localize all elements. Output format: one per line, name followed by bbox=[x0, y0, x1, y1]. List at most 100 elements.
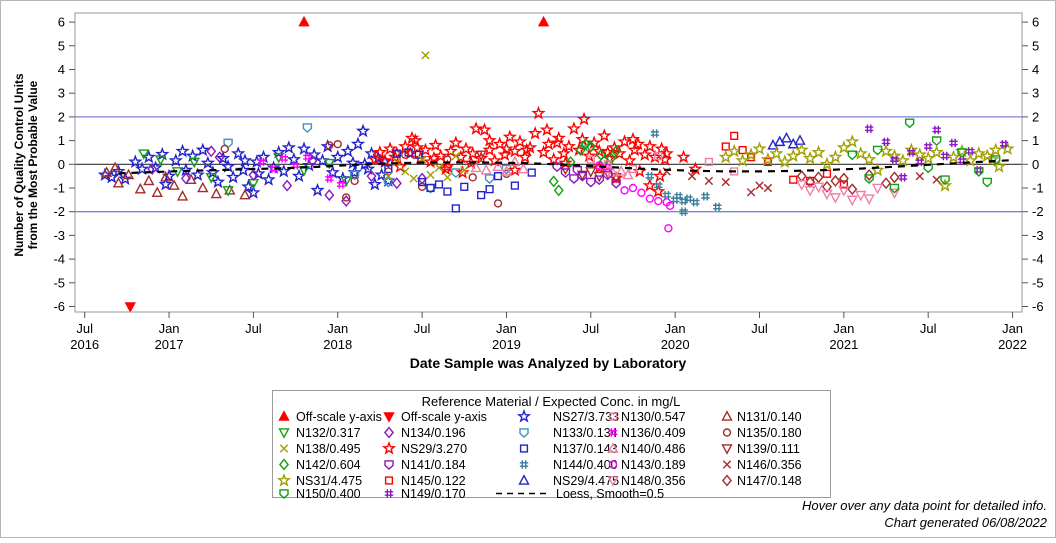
data-point[interactable] bbox=[458, 141, 474, 155]
data-point[interactable] bbox=[940, 175, 950, 186]
data-point[interactable] bbox=[220, 144, 229, 154]
data-point[interactable] bbox=[512, 134, 528, 148]
data-point[interactable] bbox=[423, 154, 438, 169]
data-point[interactable] bbox=[575, 144, 586, 157]
data-point[interactable] bbox=[855, 190, 867, 202]
data-point[interactable] bbox=[536, 144, 551, 159]
data-point[interactable] bbox=[475, 150, 487, 162]
data-point[interactable] bbox=[434, 180, 444, 189]
data-point[interactable] bbox=[443, 143, 458, 158]
data-point[interactable] bbox=[502, 129, 517, 144]
data-point[interactable] bbox=[940, 151, 950, 161]
data-point[interactable] bbox=[786, 148, 801, 163]
data-point[interactable] bbox=[625, 131, 641, 146]
data-point[interactable] bbox=[151, 186, 163, 198]
data-point[interactable] bbox=[622, 168, 634, 180]
data-point[interactable] bbox=[847, 150, 857, 161]
data-point[interactable] bbox=[296, 141, 312, 155]
data-point[interactable] bbox=[143, 174, 155, 186]
data-point[interactable] bbox=[676, 149, 691, 164]
data-point[interactable] bbox=[794, 142, 809, 157]
data-point[interactable] bbox=[627, 142, 642, 157]
data-point[interactable] bbox=[645, 171, 655, 181]
data-point[interactable] bbox=[426, 170, 435, 180]
data-point[interactable] bbox=[340, 176, 352, 188]
data-point[interactable] bbox=[780, 131, 793, 143]
data-point[interactable] bbox=[310, 182, 325, 197]
data-point[interactable] bbox=[451, 204, 460, 213]
data-point[interactable] bbox=[915, 171, 924, 181]
data-point[interactable] bbox=[393, 159, 408, 173]
data-point[interactable] bbox=[180, 172, 191, 185]
data-point[interactable] bbox=[531, 105, 546, 120]
data-point[interactable] bbox=[898, 173, 908, 182]
data-point[interactable] bbox=[507, 143, 523, 158]
data-point[interactable] bbox=[448, 135, 463, 150]
data-point[interactable] bbox=[206, 145, 217, 158]
data-point[interactable] bbox=[507, 162, 523, 177]
data-point[interactable] bbox=[323, 158, 335, 170]
data-point[interactable] bbox=[974, 166, 984, 175]
data-point[interactable] bbox=[210, 174, 226, 189]
data-point[interactable] bbox=[718, 149, 733, 164]
data-point[interactable] bbox=[455, 165, 470, 179]
data-point[interactable] bbox=[615, 165, 627, 176]
data-point[interactable] bbox=[205, 173, 217, 184]
data-point[interactable] bbox=[581, 148, 597, 163]
data-point[interactable] bbox=[830, 174, 841, 187]
data-point[interactable] bbox=[468, 121, 484, 135]
data-point[interactable] bbox=[684, 194, 693, 203]
data-point[interactable] bbox=[611, 145, 622, 158]
data-point[interactable] bbox=[838, 172, 849, 185]
data-point[interactable] bbox=[392, 157, 401, 167]
data-point[interactable] bbox=[341, 193, 351, 202]
data-point[interactable] bbox=[426, 183, 435, 193]
data-point[interactable] bbox=[701, 192, 710, 201]
data-point[interactable] bbox=[468, 173, 477, 182]
data-point[interactable] bbox=[417, 182, 427, 192]
data-point[interactable] bbox=[350, 176, 359, 186]
data-point[interactable] bbox=[522, 140, 538, 154]
data-point[interactable] bbox=[622, 153, 637, 167]
data-point[interactable] bbox=[963, 153, 978, 167]
data-point[interactable] bbox=[846, 195, 858, 207]
data-point[interactable] bbox=[175, 143, 190, 158]
data-point[interactable] bbox=[679, 207, 688, 216]
data-point[interactable] bbox=[804, 186, 816, 197]
data-point[interactable] bbox=[556, 146, 571, 160]
data-point[interactable] bbox=[282, 179, 293, 192]
data-point[interactable] bbox=[499, 141, 514, 155]
data-point[interactable] bbox=[895, 153, 911, 167]
data-point[interactable] bbox=[418, 177, 427, 187]
data-point[interactable] bbox=[659, 146, 674, 160]
data-point[interactable] bbox=[966, 147, 975, 156]
data-point[interactable] bbox=[611, 178, 621, 189]
data-point[interactable] bbox=[409, 140, 425, 154]
data-point[interactable] bbox=[991, 159, 1007, 173]
data-point[interactable] bbox=[654, 151, 663, 161]
data-point[interactable] bbox=[889, 183, 900, 194]
data-point[interactable] bbox=[592, 143, 607, 158]
data-point[interactable] bbox=[664, 224, 673, 233]
data-point[interactable] bbox=[443, 173, 452, 182]
data-point[interactable] bbox=[662, 190, 671, 200]
data-point[interactable] bbox=[829, 193, 842, 204]
data-point[interactable] bbox=[602, 170, 613, 181]
data-point[interactable] bbox=[721, 177, 730, 187]
data-point[interactable] bbox=[392, 149, 401, 158]
data-point[interactable] bbox=[982, 177, 992, 188]
data-point[interactable] bbox=[904, 118, 915, 129]
data-point[interactable] bbox=[704, 157, 713, 167]
data-point[interactable] bbox=[839, 180, 848, 189]
data-point[interactable] bbox=[811, 144, 826, 159]
data-point[interactable] bbox=[485, 185, 494, 194]
data-point[interactable] bbox=[261, 172, 276, 186]
data-point[interactable] bbox=[205, 165, 221, 179]
data-point[interactable] bbox=[881, 177, 892, 190]
data-point[interactable] bbox=[340, 143, 356, 158]
data-point[interactable] bbox=[746, 153, 756, 162]
data-point[interactable] bbox=[451, 151, 461, 161]
data-point[interactable] bbox=[122, 168, 135, 180]
data-point[interactable] bbox=[325, 141, 334, 150]
data-point[interactable] bbox=[595, 161, 604, 170]
